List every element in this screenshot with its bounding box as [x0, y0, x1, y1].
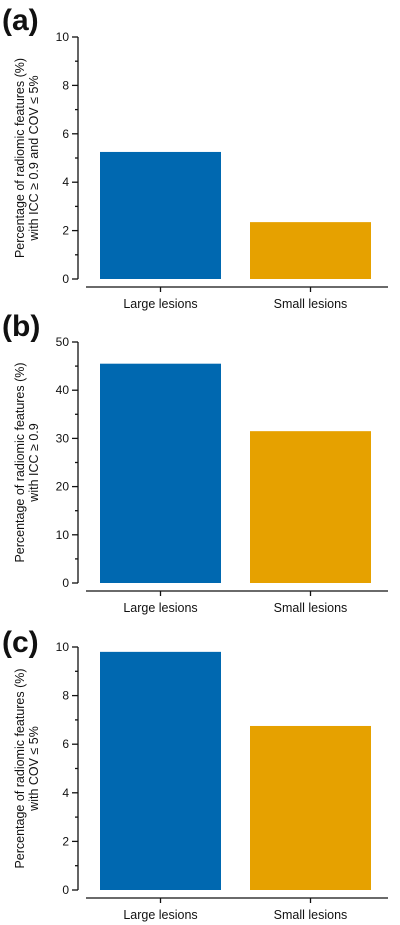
y-tick-label: 4	[62, 786, 69, 800]
category-label: Large lesions	[123, 908, 197, 922]
y-tick-label: 0	[62, 883, 69, 897]
y-tick-label: 6	[62, 127, 69, 141]
bar-large-lesions	[100, 363, 221, 583]
y-tick-label: 2	[62, 224, 69, 238]
y-tick-label: 10	[56, 528, 70, 542]
y-axis-label-line: Percentage of radiomic features (%)	[13, 58, 27, 258]
category-label: Large lesions	[123, 297, 197, 311]
panel-label: (b)	[2, 310, 40, 343]
bar-small-lesions	[250, 725, 371, 890]
bar-small-lesions	[250, 431, 371, 583]
y-tick-label: 10	[56, 640, 70, 654]
category-label: Small lesions	[274, 297, 348, 311]
y-tick-label: 8	[62, 689, 69, 703]
y-tick-label: 40	[56, 383, 70, 397]
y-tick-label: 20	[56, 480, 70, 494]
y-axis-label: Percentage of radiomic features (%)with …	[13, 58, 41, 258]
y-tick-label: 4	[62, 175, 69, 189]
panel-1: (b) 0 10 20 30 40 50 Large lesions Small lesions…	[2, 310, 388, 615]
y-axis-label-line: Percentage of radiomic features (%)	[13, 668, 27, 868]
y-axis-label: Percentage of radiomic features (%)with …	[13, 362, 41, 562]
y-axis-label-line: with COV ≤ 5%	[27, 726, 41, 812]
panel-label: (a)	[2, 4, 39, 37]
y-axis-label-line: with ICC ≥ 0.9	[27, 423, 41, 502]
category-label: Large lesions	[123, 601, 197, 615]
y-axis-label-line: with ICC ≥ 0.9 and COV ≤ 5%	[27, 75, 41, 241]
bar-large-lesions	[100, 651, 221, 890]
panel-2: (c) 0 2 4 6 8 10 Large lesions Small lesions Perc…	[2, 626, 388, 922]
category-label: Small lesions	[274, 908, 348, 922]
y-tick-label: 6	[62, 737, 69, 751]
y-tick-label: 2	[62, 834, 69, 848]
y-tick-label: 10	[56, 30, 70, 44]
panel-0: (a) 0 2 4 6 8 10 Large lesions Small lesions Perc…	[2, 4, 388, 311]
y-tick-label: 8	[62, 78, 69, 92]
y-tick-label: 50	[56, 335, 70, 349]
bar-large-lesions	[100, 151, 221, 279]
y-tick-label: 0	[62, 272, 69, 286]
bar-small-lesions	[250, 222, 371, 279]
y-axis-label: Percentage of radiomic features (%)with …	[13, 668, 41, 868]
category-label: Small lesions	[274, 601, 348, 615]
y-tick-label: 0	[62, 576, 69, 590]
panel-label: (c)	[2, 626, 39, 659]
y-tick-label: 30	[56, 431, 70, 445]
y-axis-label-line: Percentage of radiomic features (%)	[13, 362, 27, 562]
